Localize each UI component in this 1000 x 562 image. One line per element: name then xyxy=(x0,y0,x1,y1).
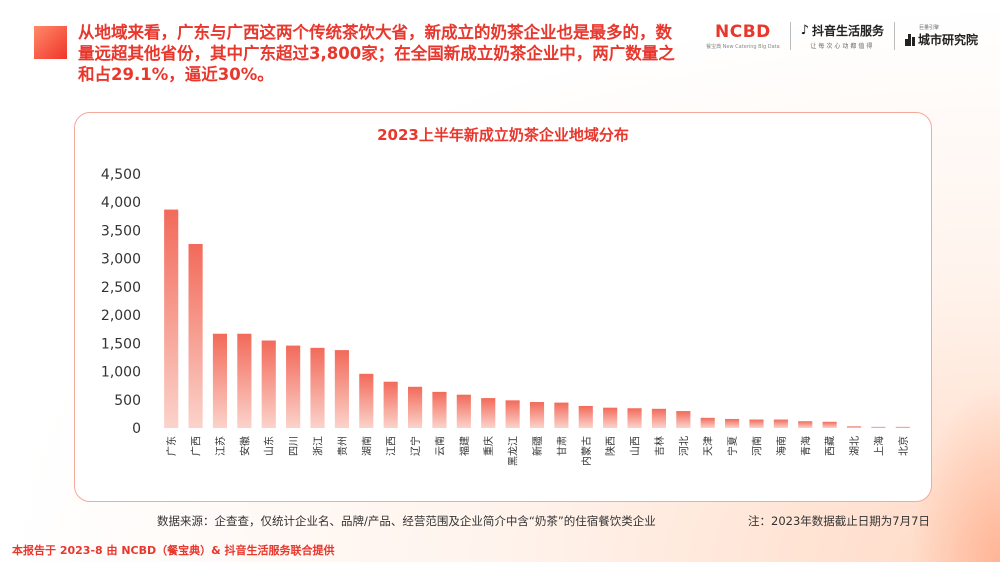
bar-北京 xyxy=(895,426,910,428)
x-tick-label: 贵州 xyxy=(336,436,349,456)
bar-内蒙古 xyxy=(578,405,593,428)
x-tick-label: 湖北 xyxy=(849,436,861,456)
bar-海南 xyxy=(773,419,788,428)
bar-重庆 xyxy=(481,398,496,428)
report-footer: 本报告于 2023-8 由 NCBD（餐宝典）& 抖音生活服务联合提供 xyxy=(12,544,335,557)
bar-吉林 xyxy=(651,408,667,428)
y-tick-label: 0 xyxy=(132,421,141,437)
y-tick-label: 2,500 xyxy=(101,280,141,296)
city-logo-top: 巨量引擎 xyxy=(918,25,939,31)
x-tick-label: 江苏 xyxy=(214,436,227,456)
bar-山西 xyxy=(627,408,642,428)
y-tick-label: 500 xyxy=(114,393,141,409)
x-tick-label: 浙江 xyxy=(313,436,325,456)
bar-黑龙江 xyxy=(505,400,520,428)
bar-云南 xyxy=(432,391,447,428)
bar-山东 xyxy=(261,340,276,428)
title-marker xyxy=(34,26,67,59)
x-tick-label: 广西 xyxy=(191,436,203,456)
douyin-logo: ♪ 抖音生活服务 让每次心动都值得 xyxy=(801,22,884,50)
logo-divider xyxy=(893,22,895,50)
douyin-logo-slogan: 让每次心动都值得 xyxy=(810,43,875,50)
city-buildings-icon xyxy=(904,33,915,46)
y-tick-label: 4,500 xyxy=(101,167,141,183)
bar-广西 xyxy=(188,243,203,428)
chart-title: 2023上半年新成立奶茶企业地域分布 xyxy=(377,126,629,144)
bar-安徽 xyxy=(237,333,252,428)
ncbd-logo: NCBD 餐宝典 New Catering Big Data xyxy=(706,22,780,50)
x-tick-label: 山西 xyxy=(630,436,642,456)
ncbd-logo-subtitle: 餐宝典 New Catering Big Data xyxy=(706,44,780,50)
x-tick-label: 海南 xyxy=(775,436,788,456)
ncbd-logo-text: NCBD xyxy=(714,22,771,42)
douyin-logo-text: 抖音生活服务 xyxy=(811,24,884,38)
y-tick-label: 3,000 xyxy=(101,252,141,268)
chart-card: 2023上半年新成立奶茶企业地域分布 0 500 1,000 1,500 2,000 2,… xyxy=(74,112,932,502)
bar-湖北 xyxy=(846,426,862,428)
x-tick-label: 山东 xyxy=(263,436,276,456)
city-logo-text: 城市研究院 xyxy=(917,33,978,47)
bar-贵州 xyxy=(334,350,349,428)
x-tick-label: 云南 xyxy=(433,436,446,456)
x-tick-label: 内蒙古 xyxy=(580,436,593,466)
x-tick-label: 四川 xyxy=(289,436,300,456)
date-note: 注：2023年数据截止日期为7月7日 xyxy=(748,514,930,528)
x-tick-label: 天津 xyxy=(703,436,715,456)
x-tick-label: 青海 xyxy=(799,436,812,456)
x-tick-label: 江西 xyxy=(386,436,398,456)
y-tick-label: 2,000 xyxy=(101,308,141,324)
bar-chart: 0 500 1,000 1,500 2,000 2,500 3,000 3,500 4,000 4… xyxy=(101,167,910,466)
bar-广东 xyxy=(164,209,179,428)
bar-宁夏 xyxy=(725,418,740,428)
x-tick-label: 北京 xyxy=(897,436,910,456)
bar-浙江 xyxy=(310,347,325,428)
bar-湖南 xyxy=(359,373,374,428)
x-tick-label: 重庆 xyxy=(482,436,495,456)
x-tick-label: 陕西 xyxy=(604,436,617,456)
x-tick-label: 西藏 xyxy=(825,436,837,456)
x-tick-label: 福建 xyxy=(458,436,471,456)
data-source-note: 数据来源：企查查，仅统计企业名、品牌/产品、经营范围及企业简介中含“奶茶”的住宿… xyxy=(157,514,656,528)
y-tick-label: 1,500 xyxy=(101,336,141,352)
y-tick-label: 4,000 xyxy=(101,195,141,211)
bar-四川 xyxy=(286,345,301,428)
headline: 从地域来看，广东与广西这两个传统茶饮大省，新成立的奶茶企业也是最多的，数量远超其… xyxy=(78,23,675,84)
x-tick-label: 河北 xyxy=(678,436,690,456)
bar-河南 xyxy=(749,419,764,428)
city-institute-logo: 巨量引擎 城市研究院 xyxy=(904,24,978,48)
bar-福建 xyxy=(456,394,471,428)
x-tick-label: 辽宁 xyxy=(409,436,422,456)
x-tick-label: 黑龙江 xyxy=(507,436,520,466)
x-tick-label: 上海 xyxy=(872,436,885,456)
bar-陕西 xyxy=(603,407,618,428)
x-tick-label: 新疆 xyxy=(531,436,544,456)
douyin-note-icon: ♪ xyxy=(800,23,809,38)
bar-江苏 xyxy=(212,333,228,428)
logo-row: NCBD 餐宝典 New Catering Big Data ♪ 抖音生活服务 … xyxy=(706,22,978,50)
x-tick-label: 吉林 xyxy=(653,436,666,456)
bar-江西 xyxy=(383,381,398,428)
bar-上海 xyxy=(871,426,886,428)
y-tick-label: 3,500 xyxy=(101,223,141,239)
y-tick-label: 1,000 xyxy=(101,365,141,381)
x-tick-label: 安徽 xyxy=(238,436,251,456)
x-tick-label: 河南 xyxy=(750,436,763,456)
bar-新疆 xyxy=(529,402,545,428)
bar-辽宁 xyxy=(407,386,423,428)
bar-甘肃 xyxy=(554,402,569,428)
logo-divider xyxy=(789,22,791,50)
bar-青海 xyxy=(798,421,813,428)
x-tick-label: 广东 xyxy=(165,436,178,456)
x-tick-label: 宁夏 xyxy=(726,436,739,456)
x-tick-label: 湖南 xyxy=(360,436,373,456)
x-tick-label: 甘肃 xyxy=(555,436,568,456)
bar-河北 xyxy=(676,411,691,428)
bar-天津 xyxy=(700,417,715,428)
bar-西藏 xyxy=(822,421,837,428)
